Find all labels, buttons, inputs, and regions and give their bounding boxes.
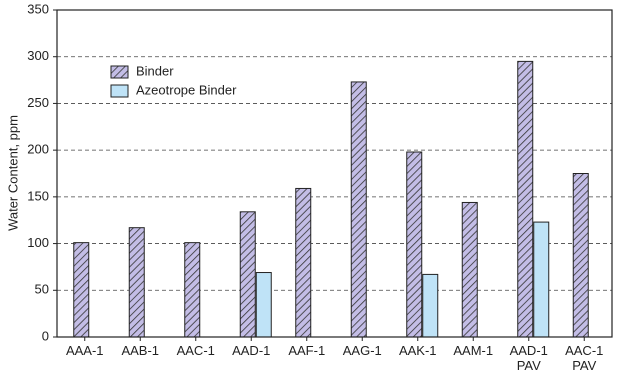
bar <box>255 272 272 338</box>
y-tick-label: 0 <box>42 328 49 343</box>
y-tick-label: 150 <box>27 188 49 203</box>
x-tick-label: AAK-1 <box>398 343 437 358</box>
y-tick-label: 350 <box>27 1 49 16</box>
bar <box>184 242 201 338</box>
plot-frame <box>56 9 613 338</box>
x-tick-label: AAF-1 <box>288 343 326 358</box>
x-tick-label: AAM-1 <box>453 343 494 358</box>
legend-label: Azeotrope Binder <box>136 82 237 97</box>
bar <box>295 187 312 338</box>
x-tick-label: AAG-1 <box>342 343 382 358</box>
y-tick-label: 200 <box>27 142 49 157</box>
y-tick-label: 300 <box>27 48 49 63</box>
x-tick-label: AAB-1 <box>121 343 160 358</box>
y-tick-label: 50 <box>35 282 49 297</box>
legend-label: Binder <box>136 63 174 78</box>
x-tick-label: AAD-1 <box>232 343 271 358</box>
x-tick-label: AAD-1 PAV <box>509 343 548 373</box>
x-tick-label: AAA-1 <box>65 343 104 358</box>
bar <box>517 60 534 338</box>
bar <box>406 151 423 338</box>
x-tick-label: AAC-1 PAV <box>565 343 604 373</box>
x-tick-label: AAC-1 <box>176 343 215 358</box>
bar <box>461 201 478 338</box>
bar <box>128 227 145 338</box>
bar <box>73 242 90 338</box>
bar <box>572 173 589 338</box>
legend-swatch <box>110 65 129 79</box>
y-axis-label: Water Content, ppm <box>5 115 20 231</box>
y-tick-label: 100 <box>27 235 49 250</box>
bar <box>422 273 439 338</box>
legend-swatch <box>110 84 129 98</box>
bar <box>533 221 550 338</box>
bar <box>350 81 367 338</box>
y-tick-label: 250 <box>27 95 49 110</box>
bar <box>239 211 256 338</box>
